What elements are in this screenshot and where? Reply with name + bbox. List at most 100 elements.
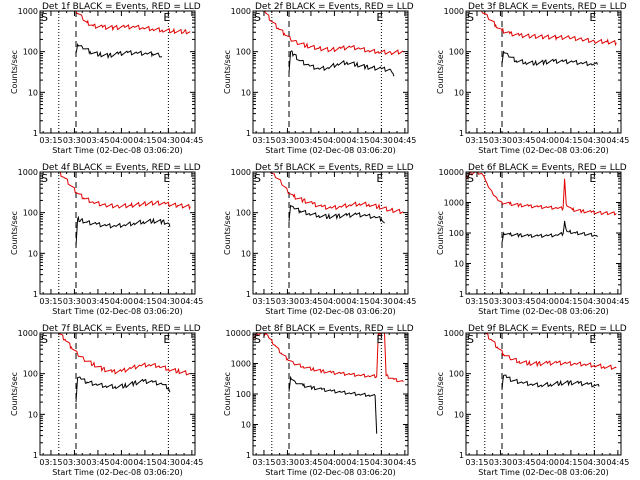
x-tick-label: 04:15	[559, 297, 582, 306]
panel-title: Det 3f BLACK = Events, RED = LLD	[468, 2, 627, 12]
x-tick-label: 03:45	[86, 136, 109, 145]
panel-title: Det 5f BLACK = Events, RED = LLD	[255, 163, 414, 173]
x-tick-label: 03:15	[39, 136, 62, 145]
plot-frame	[39, 171, 196, 295]
x-tick-label: 03:15	[465, 136, 488, 145]
x-tick-label: 03:45	[299, 297, 322, 306]
x-tick-label: 03:30	[276, 136, 299, 145]
x-tick-label: 04:15	[559, 136, 582, 145]
x-tick-label: 03:30	[489, 297, 512, 306]
x-tick-label: 04:45	[180, 458, 203, 467]
x-tick-label: 04:30	[583, 458, 606, 467]
panel-6: Det 6f BLACK = Events, RED = LLD 1 10 100 10…	[436, 163, 629, 316]
x-axis-label: Start Time (02-Dec-08 03:06:20)	[52, 307, 183, 316]
x-tick-label: 04:45	[606, 458, 629, 467]
y-tick-label: 10	[241, 88, 251, 97]
start-marker-label: S	[41, 333, 48, 346]
y-tick-label: 100	[23, 370, 38, 379]
x-tick-label: 04:15	[133, 458, 156, 467]
series-lld-line	[58, 332, 191, 376]
x-tick-label: 04:00	[536, 458, 559, 467]
x-tick-label: 04:45	[180, 136, 203, 145]
x-tick-label: 04:15	[133, 297, 156, 306]
series-events-line	[501, 374, 600, 390]
y-tick-label: 100	[236, 48, 251, 57]
x-tick-label: 03:15	[465, 458, 488, 467]
plot-frame	[252, 171, 409, 295]
y-axis-label: Counts/sec	[10, 50, 19, 94]
start-marker-label: S	[467, 333, 474, 346]
x-tick-label: 04:00	[110, 458, 133, 467]
series-events-line	[75, 43, 163, 60]
end-marker-label: E	[376, 172, 383, 185]
series-events-line	[501, 50, 598, 67]
x-axis-label: Start Time (02-Dec-08 03:06:20)	[478, 307, 609, 316]
panel-7: Det 7f BLACK = Events, RED = LLD 1 10 100 10…	[10, 324, 203, 477]
x-tick-label: 03:30	[63, 136, 86, 145]
y-tick-label: 1	[459, 451, 464, 460]
x-tick-label: 03:45	[86, 297, 109, 306]
y-tick-label: 10	[241, 249, 251, 258]
y-axis-label: Counts/sec	[223, 50, 232, 94]
x-axis-label: Start Time (02-Dec-08 03:06:20)	[52, 468, 183, 477]
x-tick-label: 03:30	[63, 458, 86, 467]
y-tick-label: 10	[454, 88, 464, 97]
x-tick-label: 03:30	[489, 136, 512, 145]
x-axis-label: Start Time (02-Dec-08 03:06:20)	[265, 468, 396, 477]
panel-title: Det 1f BLACK = Events, RED = LLD	[42, 2, 201, 12]
x-tick-label: 03:15	[39, 458, 62, 467]
x-tick-label: 03:45	[512, 136, 535, 145]
series-lld-line	[481, 10, 617, 47]
x-tick-label: 04:30	[370, 297, 393, 306]
y-tick-label: 100	[23, 48, 38, 57]
y-tick-label: 10	[454, 260, 464, 269]
x-tick-label: 04:45	[393, 136, 416, 145]
start-marker-label: S	[254, 333, 261, 346]
end-marker-label: E	[376, 333, 383, 346]
x-tick-label: 03:15	[252, 458, 275, 467]
y-tick-label: 1000	[444, 329, 464, 338]
panel-9: Det 9f BLACK = Events, RED = LLD 1 10 100 10…	[436, 324, 629, 477]
x-tick-label: 04:30	[157, 136, 180, 145]
y-tick-label: 100	[449, 48, 464, 57]
panel-3: Det 3f BLACK = Events, RED = LLD 1 10 100 10…	[436, 2, 629, 155]
plot-frame	[252, 10, 409, 134]
start-marker-label: S	[254, 11, 261, 24]
x-tick-label: 04:00	[110, 297, 133, 306]
x-tick-label: 03:15	[252, 136, 275, 145]
y-axis-label: Counts/sec	[10, 211, 19, 255]
y-axis-label: Counts/sec	[436, 372, 445, 416]
y-tick-label: 1000	[231, 168, 251, 177]
start-marker-label: S	[467, 11, 474, 24]
x-tick-label: 03:45	[512, 297, 535, 306]
y-axis-label: Counts/sec	[223, 372, 232, 416]
series-lld-line	[269, 171, 404, 215]
x-tick-label: 04:30	[583, 297, 606, 306]
y-tick-label: 1000	[231, 7, 251, 16]
x-tick-label: 04:15	[346, 458, 369, 467]
x-tick-label: 04:45	[606, 136, 629, 145]
panel-1: Det 1f BLACK = Events, RED = LLD 1 10 100 10…	[10, 2, 203, 155]
series-lld-line	[262, 10, 404, 56]
series-lld-line	[58, 171, 191, 211]
y-tick-label: 1	[459, 290, 464, 299]
x-axis-label: Start Time (02-Dec-08 03:06:20)	[478, 468, 609, 477]
start-marker-label: S	[467, 172, 474, 185]
y-axis-label: Counts/sec	[223, 211, 232, 255]
panel-title: Det 2f BLACK = Events, RED = LLD	[255, 2, 414, 12]
start-marker-label: S	[41, 11, 48, 24]
y-tick-label: 1	[246, 451, 251, 460]
start-marker-label: S	[41, 172, 48, 185]
y-tick-label: 1	[246, 290, 251, 299]
x-tick-label: 04:00	[536, 136, 559, 145]
x-tick-label: 04:30	[370, 458, 393, 467]
series-events-line	[288, 50, 395, 77]
y-tick-label: 10	[28, 249, 38, 258]
x-axis-label: Start Time (02-Dec-08 03:06:20)	[52, 146, 183, 155]
panel-title: Det 6f BLACK = Events, RED = LLD	[468, 163, 627, 173]
y-axis-label: Counts/sec	[10, 372, 19, 416]
x-tick-label: 04:30	[157, 297, 180, 306]
x-tick-label: 04:45	[393, 297, 416, 306]
series-lld-line	[465, 171, 617, 216]
